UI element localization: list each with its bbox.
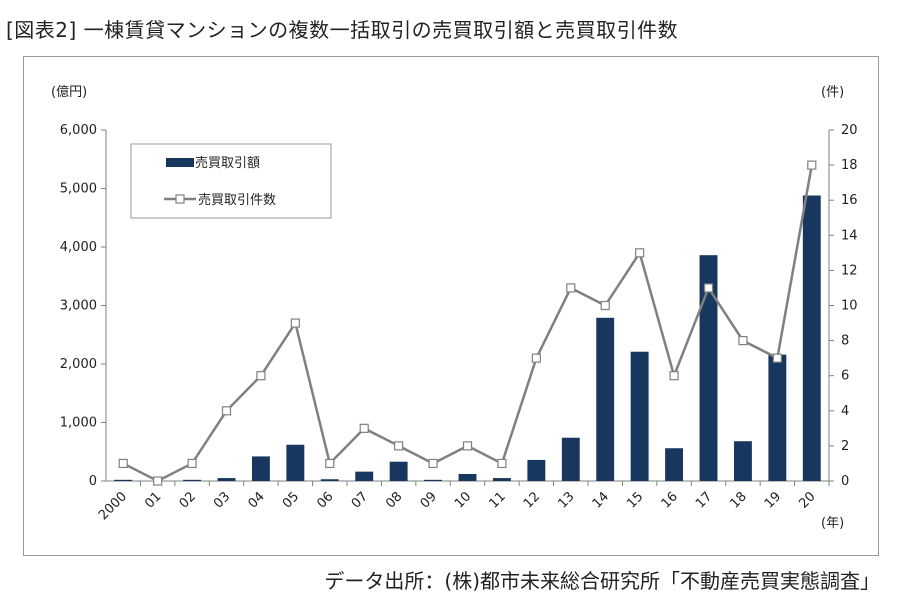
right-tick-label: 10 <box>841 299 858 314</box>
marker-count <box>600 300 610 311</box>
x-tick-label: 02 <box>177 489 199 511</box>
marker-count <box>497 458 507 469</box>
bar-amount <box>389 461 408 481</box>
legend-label-amount: 売買取引額 <box>195 155 260 171</box>
bar-amount <box>596 317 615 481</box>
right-tick-label: 18 <box>841 158 858 173</box>
legend-box <box>130 143 332 219</box>
x-tick-label: 03 <box>211 489 233 511</box>
marker-count <box>325 458 335 469</box>
marker-count <box>703 283 714 293</box>
marker-count <box>531 353 541 363</box>
x-tick-label: 15 <box>624 489 646 511</box>
x-tick-label: 12 <box>521 489 543 511</box>
left-tick-label: 0 <box>89 474 97 489</box>
right-tick-label: 16 <box>841 193 858 208</box>
bar-amount <box>492 478 511 481</box>
bar-amount <box>561 437 580 481</box>
right-tick-label: 6 <box>841 369 849 384</box>
left-tick-label: 6,000 <box>60 123 97 138</box>
right-tick-label: 12 <box>841 263 858 278</box>
x-tick-label: 17 <box>693 489 715 511</box>
figure-title: [図表2] 一棟賃貸マンションの複数一括取引の売買取引額と売買取引件数 <box>6 18 679 42</box>
left-tick-label: 4,000 <box>60 240 97 255</box>
left-tick-label: 1,000 <box>60 416 97 431</box>
bar-amount <box>733 441 752 481</box>
marker-count <box>669 371 679 381</box>
bar-amount <box>458 473 477 481</box>
marker-count <box>428 458 438 469</box>
bar-amount <box>320 479 339 481</box>
x-tick-label: 20 <box>796 489 818 511</box>
x-tick-label: 07 <box>349 489 371 511</box>
marker-count <box>772 353 782 363</box>
marker-count <box>359 423 369 433</box>
right-tick-label: 14 <box>841 228 858 243</box>
x-tick-label: 09 <box>418 489 440 511</box>
marker-count <box>221 406 232 416</box>
bar-amount <box>527 459 546 481</box>
left-axis-unit: (億円) <box>51 84 87 100</box>
x-tick-label: 13 <box>555 489 577 511</box>
x-tick-label: 06 <box>314 489 336 511</box>
marker-count <box>118 458 128 469</box>
legend-swatch-count-marker <box>175 194 185 204</box>
bar-amount <box>665 448 684 481</box>
right-tick-label: 20 <box>841 123 858 138</box>
combo-chart: 01,0002,0003,0004,0005,0006,000024681012… <box>51 84 858 531</box>
marker-count <box>187 458 197 469</box>
bar-amount <box>802 195 821 481</box>
bar-amount <box>768 354 787 481</box>
x-tick-label: 16 <box>659 489 681 511</box>
x-axis-unit: (年) <box>821 516 844 531</box>
marker-count <box>566 283 576 293</box>
x-tick-label: 01 <box>142 489 164 511</box>
left-tick-label: 2,000 <box>60 357 97 372</box>
x-tick-label: 11 <box>486 489 508 511</box>
marker-count <box>256 371 266 381</box>
bar-amount <box>217 478 236 481</box>
right-tick-label: 2 <box>841 439 849 454</box>
x-tick-label: 19 <box>762 489 784 511</box>
x-tick-label: 18 <box>727 489 749 511</box>
bar-amount <box>699 255 718 481</box>
x-tick-label: 14 <box>590 489 612 511</box>
legend-label-count: 売買取引件数 <box>198 192 276 208</box>
x-tick-label: 2000 <box>96 489 130 523</box>
bar-amount <box>630 351 649 481</box>
right-tick-label: 8 <box>841 334 849 349</box>
right-tick-label: 4 <box>841 404 849 419</box>
bar-amount <box>424 479 443 481</box>
right-axis-unit: (件) <box>821 85 844 100</box>
bar-amount <box>114 479 133 481</box>
marker-count <box>807 160 817 170</box>
x-tick-label: 08 <box>383 489 405 511</box>
marker-count <box>462 441 473 451</box>
bar-amount <box>286 444 305 481</box>
bar-amount <box>251 456 270 481</box>
marker-count <box>290 318 300 328</box>
bar-amount <box>355 471 374 481</box>
right-tick-label: 0 <box>841 474 849 489</box>
x-tick-label: 05 <box>280 489 302 511</box>
marker-count <box>738 336 748 346</box>
left-tick-label: 3,000 <box>60 299 97 314</box>
marker-count <box>635 248 645 258</box>
x-tick-label: 10 <box>452 489 474 511</box>
x-tick-label: 04 <box>245 489 267 511</box>
data-source-note: データ出所：(株)都市未来総合研究所「不動産売買実態調査」 <box>324 569 880 593</box>
marker-count <box>394 441 404 451</box>
marker-count <box>153 476 163 486</box>
left-tick-label: 5,000 <box>60 182 97 197</box>
bar-amount <box>183 479 202 481</box>
chart-frame: 0 1,000 2,000 3,000 4,000 5,000 6,000 0 2 4 6 8 10 12… <box>23 56 879 556</box>
legend-swatch-amount <box>166 158 194 167</box>
